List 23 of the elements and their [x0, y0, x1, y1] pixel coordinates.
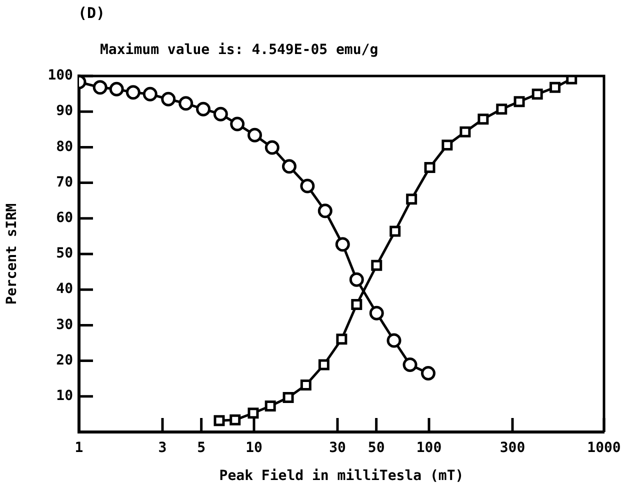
y-tick-label: 90: [56, 103, 73, 120]
y-tick-label: 80: [56, 138, 73, 155]
y-tick-label: 100: [48, 68, 73, 84]
x-tick-label: 300: [500, 440, 526, 456]
chart-title: (D): [78, 4, 106, 22]
x-tick-label: 10: [246, 440, 262, 456]
x-tick-label: 30: [329, 440, 346, 456]
x-tick-label: 1: [74, 440, 84, 456]
y-tick-label: 40: [56, 281, 73, 298]
y-tick-label: 20: [56, 352, 73, 368]
y-tick-label: 60: [56, 210, 73, 226]
x-tick-label: 100: [416, 440, 442, 456]
y-tick-label: 30: [56, 316, 73, 333]
x-tick-label: 50: [368, 440, 385, 456]
y-tick-label: 50: [56, 246, 73, 262]
y-tick-label: 10: [56, 388, 73, 404]
y-axis-title: Percent sIRM: [4, 203, 20, 305]
y-tick-label: 70: [56, 174, 73, 190]
x-axis-title: Peak Field in milliTesla (mT): [219, 468, 464, 484]
x-tick-label: 5: [197, 440, 206, 456]
x-tick-label: 3: [158, 440, 167, 456]
chart-subtitle: Maximum value is: 4.549E-05 emu/g: [100, 42, 378, 58]
x-tick-label: 1000: [587, 440, 621, 456]
